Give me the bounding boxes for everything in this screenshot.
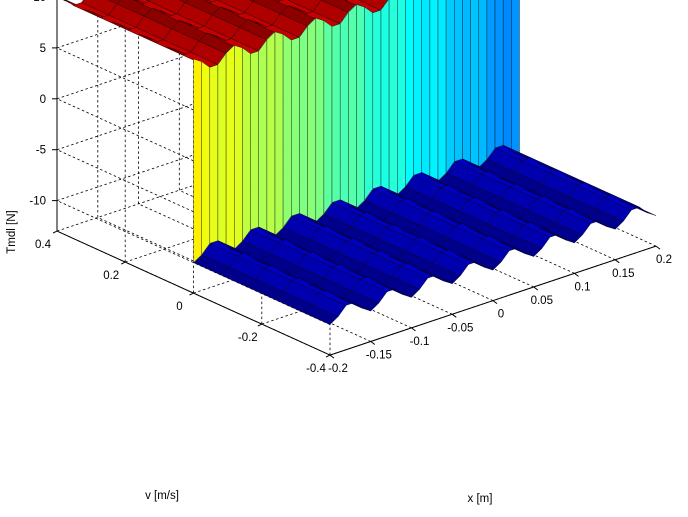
surface-patch — [299, 25, 308, 220]
surface-patch — [388, 0, 398, 195]
surface-patch — [242, 47, 251, 242]
ylabel: v [m/s] — [145, 490, 179, 502]
y-tick-label: 0.2 — [103, 270, 119, 282]
surface-patch — [201, 61, 210, 256]
surface-patch — [307, 17, 316, 222]
x-tick — [655, 245, 661, 250]
x-tick — [451, 313, 457, 318]
surface-patch — [437, 0, 447, 182]
surface-patch — [356, 4, 365, 209]
surface-patch — [462, 0, 471, 166]
surface-patch — [348, 4, 357, 209]
z-tick-label: 10 — [33, 0, 46, 4]
surface-patch — [266, 31, 276, 236]
y-tick — [325, 354, 331, 358]
y-tick-label: 0 — [176, 301, 182, 313]
surface-patch — [470, 0, 479, 168]
z-tick-label: 5 — [40, 43, 46, 55]
surface-patch — [209, 64, 219, 244]
surface-patch — [291, 37, 300, 217]
surface-patch — [217, 52, 227, 247]
axis-titles: Tmdl [N] v [m/s] x [m] — [6, 210, 492, 505]
surface-patch — [250, 50, 259, 230]
surface-patch — [345, 0, 382, 13]
surface-patch — [405, 0, 414, 188]
surface-patch — [413, 0, 422, 176]
y-tick — [257, 323, 263, 327]
surface-patch — [145, 0, 151, 2]
y-tick — [52, 230, 58, 234]
surface-patch — [193, 58, 202, 264]
surface-patch — [372, 9, 382, 190]
z-tick-label: -10 — [29, 196, 46, 208]
grid-line — [56, 0, 202, 49]
x-tick — [329, 354, 335, 359]
surface-patch — [364, 6, 373, 201]
xlabel: x [m] — [468, 493, 493, 505]
x-tick — [492, 300, 498, 305]
x-tick-label: 0.1 — [575, 281, 591, 293]
surface-patch — [315, 17, 325, 223]
y-tick — [189, 292, 194, 296]
x-tick — [533, 286, 539, 291]
surface-patch — [445, 0, 455, 174]
y-tick-label: -0.4 — [306, 363, 326, 375]
surface-patch — [340, 11, 349, 206]
surface-patch — [274, 31, 284, 236]
surface-patch — [421, 0, 431, 179]
x-tick-label: -0.1 — [410, 336, 430, 348]
surface-patch — [358, 0, 389, 11]
x-tick — [411, 327, 416, 332]
surface-patch — [225, 44, 235, 250]
x-tick-label: 0 — [498, 309, 504, 321]
z-tick-label: -5 — [36, 145, 46, 157]
surface-patch — [503, 0, 512, 152]
surface-patch — [258, 39, 268, 234]
surface-patch — [282, 33, 292, 228]
axes — [52, 0, 661, 359]
y-tick — [120, 261, 126, 265]
tick-labels: -0.2-0.15-0.1-0.0500.050.10.150.2-0.4-0.… — [29, 0, 672, 375]
surface-patch — [511, 0, 520, 154]
surface-patch — [494, 0, 504, 149]
z-tick-label: 0 — [40, 94, 46, 106]
surface-patch — [620, 200, 657, 216]
x-tick — [370, 341, 376, 345]
x-tick — [614, 259, 620, 264]
x-tick-label: 0.2 — [656, 254, 672, 266]
y-tick-label: -0.2 — [238, 332, 258, 344]
x-tick-label: 0.15 — [612, 268, 634, 280]
surface-patch — [380, 0, 390, 193]
surface-patch — [486, 0, 496, 160]
surface-patch — [429, 0, 439, 182]
x-tick-label: -0.05 — [447, 322, 473, 334]
surface-patch — [397, 0, 406, 195]
y-tick-label: 0.4 — [35, 239, 52, 251]
zlabel: Tmdl [N] — [6, 210, 18, 253]
x-tick-label: -0.2 — [328, 363, 348, 375]
surface-patch — [323, 20, 333, 215]
surface-patch — [454, 0, 463, 162]
surface-patch — [331, 23, 341, 203]
x-tick-label: -0.15 — [366, 350, 392, 362]
x-tick-label: 0.05 — [531, 295, 553, 307]
surface-patch — [320, 0, 357, 13]
surface-patches — [63, 0, 657, 325]
surface-patch — [234, 45, 243, 250]
x-tick — [574, 272, 579, 277]
surface-patch — [478, 0, 488, 168]
